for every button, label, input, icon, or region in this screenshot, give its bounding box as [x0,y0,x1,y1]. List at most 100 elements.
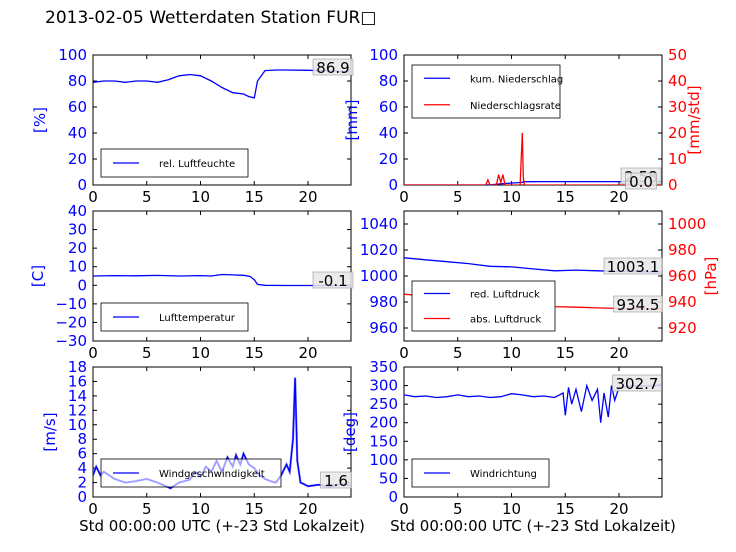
series-line [404,383,662,423]
value-label-box [625,172,657,190]
x-tick-label: 20 [609,188,628,206]
y-axis-label: [%] [31,107,49,133]
y-tick-label: 2 [77,474,87,492]
y-axis-label: [m/s] [41,412,59,451]
y-tick-label: 60 [379,98,398,116]
x-tick-label: 10 [191,188,210,206]
legend-label: red. Luftdruck [470,290,540,301]
x-tick-label: 0 [399,344,409,362]
x-tick-label: 15 [245,188,264,206]
x-tick-label: 15 [245,500,264,518]
legend-box [411,280,556,332]
y-tick-label: 60 [68,98,87,116]
x-tick-label: 5 [453,344,463,362]
x-axis-label: Std 00:00:00 UTC (+-23 Std Lokalzeit) [390,517,676,535]
x-tick-label: 15 [556,500,575,518]
y-right-tick-label: 960 [668,267,697,285]
x-axis-label: Std 00:00:00 UTC (+-23 Std Lokalzeit) [79,517,365,535]
x-tick-label: 15 [556,188,575,206]
y-tick-label: 16 [68,372,87,390]
y-right-tick-label: 40 [668,72,687,90]
y-tick-label: 30 [68,221,87,239]
legend-label: rel. Luftfeuchte [159,159,235,170]
x-tick-label: 0 [399,188,409,206]
y-tick-label: 1040 [360,215,398,233]
y-right-tick-label: 940 [668,293,697,311]
y-tick-label: 960 [369,319,398,337]
y-tick-label: 80 [68,72,87,90]
y-tick-label: 150 [369,432,398,450]
y-tick-label: 50 [379,469,398,487]
y-tick-label: 20 [68,150,87,168]
value-label-box [312,58,354,76]
y-tick-label: 100 [369,46,398,64]
y-tick-label: 20 [379,150,398,168]
y-right-tick-label: 0 [668,176,678,194]
x-tick-label: 20 [609,344,628,362]
y-tick-label: 250 [369,395,398,413]
value-label: 0.0 [629,173,653,191]
y-tick-label: 0 [77,276,87,294]
x-tick-label: 10 [191,344,210,362]
y-tick-label: 980 [369,293,398,311]
y-right-tick-label: 980 [668,241,697,259]
y-right-tick-label: 920 [668,319,697,337]
y-tick-label: 12 [68,401,87,419]
x-tick-label: 20 [298,500,317,518]
y-tick-label: 0 [77,176,87,194]
series-line [93,273,351,287]
legend-label: Windgeschwindigkeit [159,469,265,480]
x-tick-label: 20 [609,500,628,518]
value-label: 934.5 [617,296,660,314]
y-tick-label: 40 [68,124,87,142]
x-tick-label: 0 [88,344,98,362]
x-tick-label: 10 [191,500,210,518]
y-tick-label: −30 [55,332,87,350]
value-label-box [320,471,352,489]
y-axis-label: [C] [29,265,47,287]
y-tick-label: 18 [68,358,87,376]
x-tick-label: 15 [245,344,264,362]
y-tick-label: 14 [68,387,87,405]
x-tick-label: 5 [142,188,152,206]
legend-label: Lufttemperatur [159,313,236,324]
x-tick-label: 5 [142,344,152,362]
y-tick-label: 20 [68,239,87,257]
legend-box [100,458,282,488]
y-axis-label: [mm] [343,100,361,141]
y-right-tick-label: 1000 [668,215,706,233]
x-tick-label: 10 [502,188,521,206]
value-label: 1.6 [324,472,348,490]
legend-label: Windrichtung [470,469,537,480]
value-label-box [612,374,662,392]
y-tick-label: 350 [369,358,398,376]
humidity-panel: 0 5 10 15 20 0 20 40 60 80 100 [%] rel. Luftfeuchte 8… [31,46,354,206]
x-tick-label: 0 [88,500,98,518]
y-tick-label: 300 [369,377,398,395]
page-title: 2013-02-05 Wetterdaten Station FUR□ [45,8,377,28]
y-right-axis-label: [hPa] [702,257,720,296]
value-label-box [312,271,354,289]
legend-label: abs. Luftdruck [470,315,541,326]
y-tick-label: 1000 [360,267,398,285]
y-tick-label: 0 [77,488,87,506]
y-tick-label: 10 [68,258,87,276]
precipitation-panel: 0 5 10 15 20 0 20 40 60 80 100 0 10 20 30 40 50 [mm] [mm/s… [343,46,703,206]
y-right-tick-label: 20 [668,124,687,142]
series-line [93,69,351,99]
y-tick-label: 6 [77,445,87,463]
y-tick-label: 200 [369,414,398,432]
y-tick-label: 1020 [360,241,398,259]
y-tick-label: 8 [77,430,87,448]
y-tick-label: 40 [68,202,87,220]
value-label: 86.9 [316,59,349,77]
legend-box [411,64,561,119]
y-tick-label: 4 [77,459,87,477]
y-tick-label: 100 [369,451,398,469]
y-right-axis-label: [mm/std] [685,85,703,154]
y-tick-label: 0 [388,488,398,506]
value-label-box [603,257,663,275]
